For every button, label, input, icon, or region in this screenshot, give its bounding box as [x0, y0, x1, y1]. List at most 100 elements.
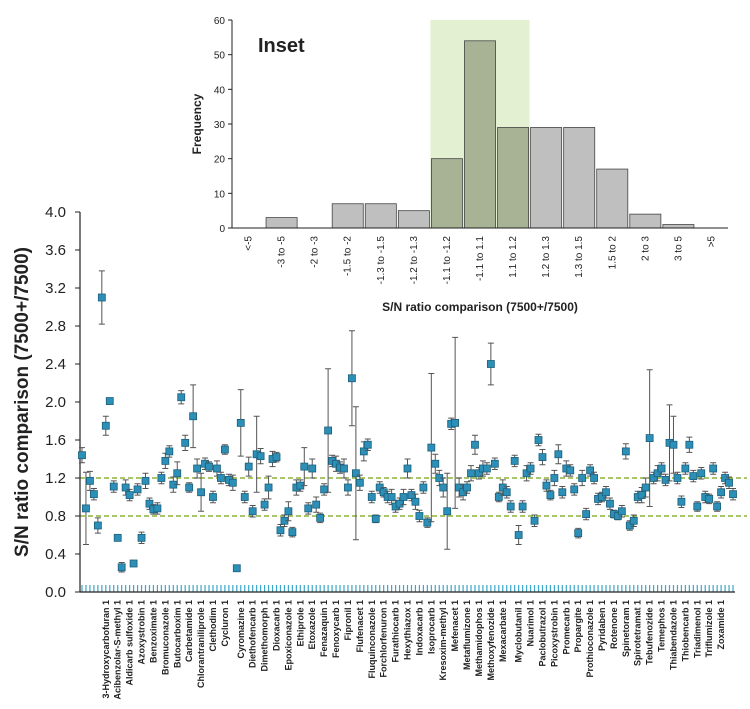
- data-point: [415, 512, 424, 520]
- data-point: [181, 438, 190, 447]
- data-point: [661, 475, 670, 484]
- y-tick-label: 2.8: [45, 318, 66, 335]
- data-point: [467, 469, 475, 478]
- data-point: [117, 563, 126, 572]
- data-point: [300, 462, 309, 471]
- data-point: [109, 482, 118, 491]
- x-tick-label: Fipronil 1: [343, 600, 353, 641]
- data-point: [173, 469, 182, 478]
- x-tick-label: Benzoximate 1: [148, 600, 158, 663]
- bar: [497, 127, 530, 229]
- data-point: [582, 510, 591, 519]
- y-axis-label: S/N ratio comparison (7500+/7500): [12, 247, 33, 557]
- x-tick-label: Hexythiazox 1: [403, 600, 413, 660]
- y-tick-label: 30: [214, 120, 226, 131]
- data-point: [288, 528, 297, 537]
- data-point: [427, 443, 436, 452]
- bar: [629, 213, 662, 229]
- x-tick-label: Temephos 1: [657, 600, 667, 652]
- data-point: [89, 490, 98, 499]
- data-point: [395, 499, 404, 508]
- x-tick-label: Myclobutanil 1: [514, 600, 524, 663]
- x-tick-label: Spirotetramat 1: [633, 600, 643, 666]
- bar: [563, 127, 596, 229]
- data-point: [590, 474, 598, 482]
- data-point: [494, 493, 503, 501]
- data-point: [260, 500, 269, 509]
- x-tick-label: -2 to -3: [310, 236, 321, 268]
- x-tick-label: Fluquinconazole 1: [367, 600, 377, 679]
- bar: [265, 217, 298, 229]
- bar: [430, 158, 463, 229]
- data-point: [316, 514, 325, 522]
- data-point: [641, 483, 650, 492]
- x-tick-label: Mefenacet 1: [450, 600, 460, 652]
- y-tick-label: 50: [214, 51, 226, 62]
- data-point: [606, 499, 614, 508]
- x-tick-label: -1.3 to -1.5: [376, 236, 387, 285]
- data-point: [272, 453, 281, 462]
- data-point: [220, 445, 229, 454]
- data-point: [439, 483, 448, 492]
- data-point: [554, 450, 563, 459]
- y-tick-label: 3.6: [45, 242, 66, 259]
- data-point: [526, 464, 535, 473]
- x-tick-label: -1.2 to -1.3: [409, 236, 420, 285]
- data-point: [399, 493, 408, 501]
- data-point: [542, 481, 551, 490]
- data-point: [506, 502, 515, 511]
- x-tick-label: Flufenacet 1: [355, 600, 365, 653]
- data-point: [371, 514, 380, 523]
- y-tick-label: 60: [214, 16, 226, 27]
- x-tick-label: Bromuconazole 1: [160, 600, 170, 675]
- x-tick-label: Pyridaben 1: [597, 600, 607, 651]
- x-tick-label: Metaflumizone 1: [462, 600, 472, 670]
- y-tick-label: 4.0: [45, 204, 66, 221]
- data-point: [463, 483, 471, 492]
- x-tick-label: 1.2 to 1.3: [541, 236, 552, 278]
- data-point: [125, 491, 134, 500]
- data-point: [502, 488, 511, 497]
- data-point: [344, 483, 352, 492]
- bar: [596, 168, 629, 229]
- data-point: [312, 500, 321, 509]
- x-tick-label: Picoxystrobin 1: [549, 600, 559, 667]
- x-tick-label: Dioxacarb 1: [272, 600, 282, 651]
- data-point: [82, 504, 90, 513]
- data-point: [697, 469, 706, 478]
- data-point: [165, 447, 174, 456]
- x-tick-label: Triflumizole 1: [704, 600, 714, 658]
- data-point: [566, 466, 575, 475]
- x-tick-label: Prothioconazole 1: [585, 600, 595, 678]
- data-point: [137, 533, 146, 542]
- data-point: [340, 464, 348, 473]
- x-tick-label: Cycluron 1: [220, 600, 230, 647]
- x-tick-label: >5: [706, 236, 717, 248]
- x-tick-label: Mexacarbate 1: [498, 600, 508, 662]
- x-tick-label: Clethodim 1: [208, 600, 218, 652]
- y-tick-label: 0.4: [45, 546, 66, 563]
- data-point: [490, 459, 499, 468]
- data-point: [570, 485, 579, 494]
- data-point: [209, 493, 217, 501]
- data-point: [213, 464, 221, 473]
- bar: [464, 40, 496, 229]
- data-point: [78, 451, 86, 460]
- data-point: [145, 499, 154, 508]
- x-tick-label: Diethofencarb 1: [248, 600, 258, 668]
- y-tick-label: 2.0: [45, 394, 66, 411]
- x-tick-label: Promecarb 1: [561, 600, 571, 655]
- x-tick-label: Ethiprole 1: [295, 600, 305, 647]
- data-point: [685, 440, 694, 449]
- data-point: [558, 488, 567, 497]
- data-point: [657, 464, 666, 473]
- data-point: [586, 466, 595, 475]
- data-point: [217, 474, 225, 482]
- x-tick-label: Chlorantraniliprole 1: [196, 600, 206, 688]
- x-tick-label: 1.1 to 1.2: [508, 236, 519, 278]
- x-tick-label: <-5: [244, 236, 255, 251]
- data-point: [407, 491, 416, 500]
- data-point: [471, 440, 479, 449]
- y-tick-label: 3.2: [45, 280, 66, 297]
